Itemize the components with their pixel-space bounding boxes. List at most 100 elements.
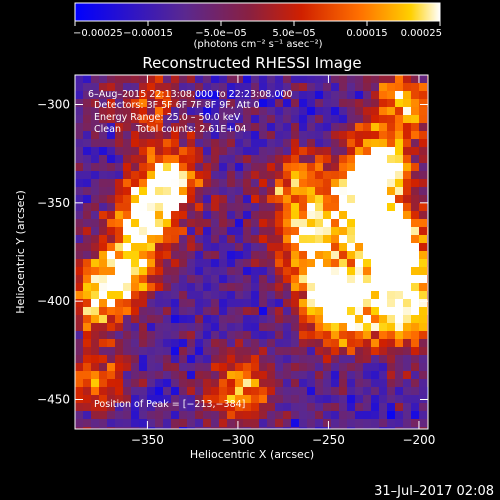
- heatmap-cell: [243, 355, 251, 363]
- heatmap-cell: [331, 251, 339, 259]
- heatmap-cell: [219, 83, 227, 91]
- heatmap-cell: [99, 171, 107, 179]
- heatmap-cell: [419, 195, 427, 203]
- heatmap-cell: [227, 203, 235, 211]
- heatmap-cell: [163, 411, 171, 419]
- heatmap-cell: [371, 139, 379, 147]
- heatmap-cell: [155, 339, 163, 347]
- heatmap-cell: [243, 371, 251, 379]
- heatmap-cell: [363, 179, 371, 187]
- heatmap-cell: [91, 211, 99, 219]
- heatmap-cell: [219, 323, 227, 331]
- heatmap-cell: [219, 427, 227, 429]
- colorbar-tick-label: 0.00025: [401, 28, 442, 39]
- heatmap-cell: [355, 291, 363, 299]
- heatmap-cell: [251, 363, 259, 371]
- heatmap-cell: [395, 403, 403, 411]
- heatmap-cell: [395, 99, 403, 107]
- heatmap-cell: [219, 331, 227, 339]
- heatmap-cell: [163, 147, 171, 155]
- heatmap-cell: [315, 91, 323, 99]
- heatmap-cell: [251, 395, 259, 403]
- heatmap-cell: [251, 371, 259, 379]
- heatmap-cell: [307, 211, 315, 219]
- heatmap-cell: [219, 107, 227, 115]
- heatmap-cell: [347, 235, 355, 243]
- heatmap-cell: [331, 187, 339, 195]
- heatmap-cell: [195, 243, 203, 251]
- heatmap-cell: [339, 107, 347, 115]
- heatmap-cell: [379, 259, 387, 267]
- heatmap-cell: [267, 99, 275, 107]
- heatmap-cell: [275, 219, 283, 227]
- heatmap-cell: [243, 283, 251, 291]
- heatmap-cell: [411, 267, 419, 275]
- heatmap-cell: [323, 75, 331, 83]
- heatmap-cell: [347, 219, 355, 227]
- heatmap-cell: [355, 211, 363, 219]
- heatmap-cell: [155, 411, 163, 419]
- heatmap-cell: [171, 299, 179, 307]
- heatmap-cell: [179, 411, 187, 419]
- heatmap-cell: [163, 331, 171, 339]
- heatmap-cell: [115, 187, 123, 195]
- heatmap-cell: [379, 195, 387, 203]
- heatmap-cell: [259, 347, 267, 355]
- heatmap-cell: [339, 123, 347, 131]
- heatmap-cell: [179, 259, 187, 267]
- heatmap-cell: [243, 275, 251, 283]
- heatmap-cell: [347, 251, 355, 259]
- heatmap-cell: [411, 219, 419, 227]
- heatmap-cell: [211, 187, 219, 195]
- heatmap-cell: [379, 123, 387, 131]
- heatmap-cell: [179, 155, 187, 163]
- heatmap-cell: [195, 307, 203, 315]
- heatmap-cell: [395, 371, 403, 379]
- heatmap-cell: [331, 395, 339, 403]
- heatmap-cell: [171, 323, 179, 331]
- heatmap-cell: [259, 83, 267, 91]
- heatmap-cell: [299, 291, 307, 299]
- heatmap-cell: [283, 75, 291, 83]
- heatmap-cell: [275, 235, 283, 243]
- heatmap-cell: [403, 259, 411, 267]
- heatmap-cell: [267, 371, 275, 379]
- heatmap-cell: [323, 363, 331, 371]
- heatmap-cell: [315, 331, 323, 339]
- heatmap-cell: [139, 219, 147, 227]
- heatmap-cell: [299, 107, 307, 115]
- heatmap-cell: [355, 387, 363, 395]
- heatmap-cell: [139, 171, 147, 179]
- heatmap-cell: [315, 291, 323, 299]
- heatmap-cell: [355, 227, 363, 235]
- heatmap-cell: [139, 211, 147, 219]
- heatmap-cell: [187, 331, 195, 339]
- heatmap-cell: [139, 267, 147, 275]
- heatmap-cell: [267, 363, 275, 371]
- heatmap-cell: [83, 99, 91, 107]
- heatmap-cell: [411, 379, 419, 387]
- heatmap-cell: [75, 331, 83, 339]
- heatmap-cell: [331, 147, 339, 155]
- heatmap-cell: [219, 339, 227, 347]
- heatmap-cell: [107, 227, 115, 235]
- heatmap-cell: [179, 275, 187, 283]
- heatmap-cell: [403, 379, 411, 387]
- heatmap-cell: [211, 307, 219, 315]
- heatmap-cell: [131, 75, 139, 83]
- heatmap-cell: [355, 355, 363, 363]
- heatmap-cell: [203, 315, 211, 323]
- heatmap-cell: [411, 99, 419, 107]
- heatmap-cell: [315, 363, 323, 371]
- heatmap-cell: [195, 267, 203, 275]
- heatmap-cell: [243, 387, 251, 395]
- heatmap-cell: [139, 91, 147, 99]
- heatmap-cell: [147, 179, 155, 187]
- heatmap-cell: [379, 139, 387, 147]
- heatmap-cell: [83, 243, 91, 251]
- heatmap-cell: [395, 131, 403, 139]
- heatmap-cell: [75, 235, 83, 243]
- heatmap-cell: [259, 387, 267, 395]
- heatmap-cell: [307, 235, 315, 243]
- heatmap-cell: [275, 419, 283, 427]
